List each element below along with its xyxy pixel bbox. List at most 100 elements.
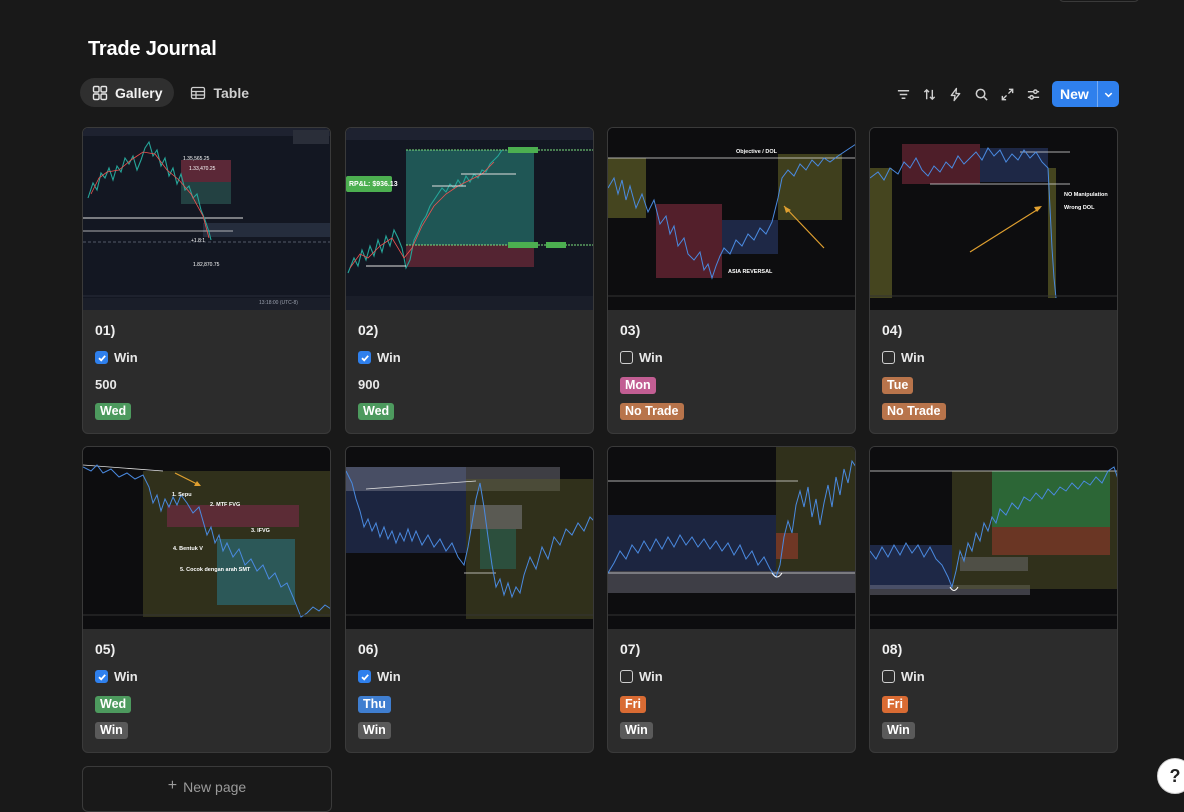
thumb-label: Wrong DOL [1064, 205, 1095, 211]
settings-button[interactable] [1020, 81, 1046, 107]
settings-icon [1027, 88, 1039, 100]
new-button[interactable]: New [1052, 81, 1119, 107]
result-tag: Win [620, 722, 653, 739]
tab-gallery[interactable]: Gallery [80, 78, 175, 107]
win-checkbox[interactable] [95, 351, 108, 364]
top-right-button[interactable] [1058, 0, 1140, 2]
checkmark-icon [360, 673, 369, 681]
gallery-icon [92, 85, 108, 100]
thumb-label: NO Manipulation [1064, 192, 1108, 198]
card-thumbnail [346, 447, 593, 629]
day-tag: Fri [620, 696, 646, 713]
expand-button[interactable] [994, 81, 1020, 107]
view-tabs: Gallery Table [80, 78, 261, 107]
card-title: 04) [882, 322, 903, 338]
win-label: Win [901, 669, 925, 684]
new-page-label: New page [183, 779, 247, 795]
win-property[interactable]: Win [882, 669, 925, 684]
table-icon [191, 86, 206, 99]
card-title: 08) [882, 641, 903, 657]
day-tag: Thu [358, 696, 391, 713]
win-property[interactable]: Win [882, 350, 925, 365]
win-checkbox[interactable] [358, 351, 371, 364]
checkmark-icon [97, 354, 106, 362]
gallery-card-07[interactable]: 07) Win Fri Win [607, 446, 856, 753]
win-property[interactable]: Win [95, 669, 138, 684]
win-checkbox[interactable] [620, 670, 633, 683]
day-tag: Mon [620, 377, 656, 394]
gallery-card-01[interactable]: 1.35,565.25 1.33,470.25 +1.8:1 1.82,870.… [82, 127, 331, 434]
gallery-card-03[interactable]: Objective / DOL ASIA REVERSAL 03) Win Mo… [607, 127, 856, 434]
card-thumbnail: NO Manipulation Wrong DOL [870, 128, 1117, 310]
gallery-card-06[interactable]: 06) Win Thu Win [345, 446, 594, 753]
win-property[interactable]: Win [358, 350, 401, 365]
thumb-label: 4. Bentuk V [173, 546, 203, 552]
thumb-label: 1.82,870.75 [193, 262, 220, 268]
win-label: Win [639, 669, 663, 684]
card-title: 07) [620, 641, 641, 657]
automation-button[interactable] [942, 81, 968, 107]
search-icon [975, 88, 988, 101]
tab-table-label: Table [213, 84, 250, 101]
result-tag: No Trade [882, 403, 946, 420]
card-title: 02) [358, 322, 379, 338]
checkmark-icon [360, 354, 369, 362]
win-label: Win [639, 350, 663, 365]
day-tag: Wed [95, 696, 132, 713]
gallery-card-04[interactable]: NO Manipulation Wrong DOL 04) Win Tue No… [869, 127, 1118, 434]
tab-table[interactable]: Table [178, 78, 261, 107]
checkmark-icon [97, 673, 106, 681]
gallery-card-05[interactable]: 1. Sepu 2. MTF FVG 3. IFVG 4. Bentuk V 5… [82, 446, 331, 753]
automation-icon [950, 87, 960, 101]
result-tag: No Trade [620, 403, 684, 420]
pnl-value: 900 [358, 377, 380, 392]
new-button-label: New [1060, 86, 1089, 102]
new-page-button[interactable]: + New page [82, 766, 332, 812]
win-property[interactable]: Win [95, 350, 138, 365]
filter-icon [897, 89, 909, 99]
day-tag: Tue [882, 377, 914, 394]
card-title: 05) [95, 641, 116, 657]
win-property[interactable]: Win [620, 669, 663, 684]
thumb-label: 5. Cocok dengan arah SMT [180, 567, 251, 573]
win-label: Win [377, 350, 401, 365]
win-checkbox[interactable] [95, 670, 108, 683]
thumb-label: ASIA REVERSAL [728, 269, 773, 275]
win-checkbox[interactable] [882, 670, 895, 683]
card-thumbnail [608, 447, 855, 629]
win-checkbox[interactable] [358, 670, 371, 683]
sort-button[interactable] [916, 81, 942, 107]
win-checkbox[interactable] [882, 351, 895, 364]
card-title: 01) [95, 322, 116, 338]
win-checkbox[interactable] [620, 351, 633, 364]
tab-gallery-label: Gallery [115, 84, 163, 101]
card-thumbnail: 1. Sepu 2. MTF FVG 3. IFVG 4. Bentuk V 5… [83, 447, 330, 629]
card-title: 06) [358, 641, 379, 657]
win-label: Win [114, 350, 138, 365]
win-label: Win [901, 350, 925, 365]
win-label: Win [114, 669, 138, 684]
day-tag: Fri [882, 696, 908, 713]
filter-button[interactable] [890, 81, 916, 107]
win-property[interactable]: Win [358, 669, 401, 684]
thumb-label: 3. IFVG [251, 528, 270, 534]
card-thumbnail: 1.35,565.25 1.33,470.25 +1.8:1 1.82,870.… [83, 128, 330, 310]
chevron-down-icon [1104, 92, 1113, 97]
page-title: Trade Journal [88, 38, 217, 60]
expand-icon [1001, 88, 1013, 100]
result-tag: Win [358, 722, 391, 739]
pnl-value: 500 [95, 377, 117, 392]
help-icon: ? [1169, 765, 1181, 786]
new-dropdown-button[interactable] [1096, 81, 1119, 107]
win-property[interactable]: Win [620, 350, 663, 365]
thumb-label: Objective / DOL [736, 149, 777, 155]
search-button[interactable] [968, 81, 994, 107]
pnl-badge: RP&L: $936.13 [349, 181, 398, 188]
help-button[interactable]: ? [1157, 758, 1184, 794]
thumb-label: 2. MTF FVG [210, 502, 241, 508]
win-label: Win [377, 669, 401, 684]
card-title: 03) [620, 322, 641, 338]
day-tag: Wed [95, 403, 132, 420]
gallery-card-02[interactable]: RP&L: $936.13 02) Win 900 Wed [345, 127, 594, 434]
gallery-card-08[interactable]: 08) Win Fri Win [869, 446, 1118, 753]
